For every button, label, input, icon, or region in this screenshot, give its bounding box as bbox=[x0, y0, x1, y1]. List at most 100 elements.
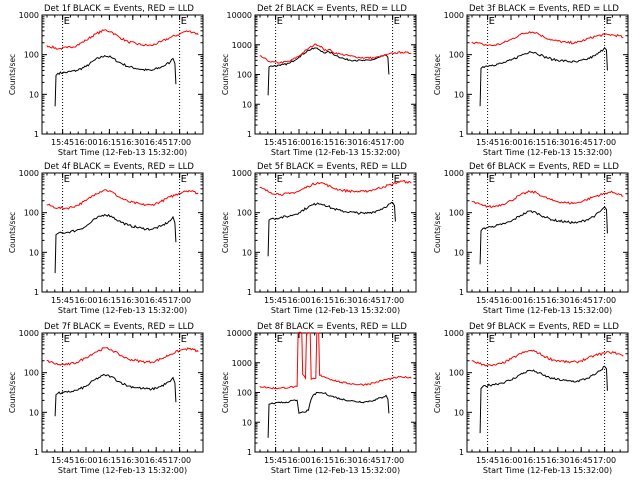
x-tick-label: 16:15 bbox=[311, 456, 334, 465]
x-tick-label: 16:30 bbox=[546, 456, 569, 465]
x-tick-label: 16:45 bbox=[358, 296, 381, 305]
x-tick-label: 16:15 bbox=[98, 456, 121, 465]
event-marker-label: E bbox=[606, 16, 612, 27]
x-tick-label: 16:00 bbox=[287, 456, 310, 465]
y-axis-label: Counts/sec bbox=[8, 372, 17, 413]
y-axis-label: Counts/sec bbox=[433, 372, 442, 413]
event-marker-label: E bbox=[181, 334, 187, 345]
x-tick-label: 16:15 bbox=[98, 296, 121, 305]
x-tick-label: 15:45 bbox=[51, 296, 74, 305]
plot-title: Det 3f BLACK = Events, RED = LLD bbox=[469, 4, 619, 14]
x-axis-label: Start Time (12-Feb-13 15:32:00) bbox=[483, 306, 612, 315]
x-tick-label: 16:00 bbox=[74, 138, 97, 147]
plot-frame bbox=[41, 172, 204, 293]
y-tick-label: 100 bbox=[237, 209, 252, 218]
y-tick-label: 10 bbox=[242, 248, 252, 257]
x-tick-label: 16:00 bbox=[499, 296, 522, 305]
x-axis-label: Start Time (12-Feb-13 15:32:00) bbox=[271, 148, 400, 157]
event-marker-label: E bbox=[181, 16, 187, 27]
y-tick-label: 1 bbox=[459, 130, 464, 139]
x-tick-label: 16:45 bbox=[570, 456, 593, 465]
y-tick-label: 1000 bbox=[232, 359, 252, 368]
event-marker-label: E bbox=[64, 174, 70, 185]
y-tick-label: 1 bbox=[247, 288, 252, 297]
plot-panel-8: Det 8f BLACK = Events, RED = LLD 1 10 100 10… bbox=[221, 322, 417, 475]
lld-series-line bbox=[471, 190, 624, 209]
event-marker-label: E bbox=[181, 174, 187, 185]
y-axis-label: Counts/sec bbox=[433, 212, 442, 253]
x-tick-label: 16:30 bbox=[546, 296, 569, 305]
x-tick-label: 16:00 bbox=[74, 296, 97, 305]
y-tick-label: 1 bbox=[459, 448, 464, 457]
x-tick-label: 16:45 bbox=[358, 456, 381, 465]
x-tick-label: 16:45 bbox=[570, 296, 593, 305]
event-marker-label: E bbox=[64, 334, 70, 345]
x-tick-label: 16:00 bbox=[287, 138, 310, 147]
x-tick-label: 16:30 bbox=[121, 138, 144, 147]
plot-title: Det 1f BLACK = Events, RED = LLD bbox=[44, 4, 194, 14]
y-tick-label: 1000 bbox=[444, 169, 464, 178]
y-tick-label: 100 bbox=[449, 51, 464, 60]
plot-frame bbox=[41, 14, 204, 135]
plot-title: Det 7f BLACK = Events, RED = LLD bbox=[44, 322, 194, 332]
y-tick-label: 1000 bbox=[19, 169, 39, 178]
events-series-line bbox=[479, 206, 608, 265]
events-series-line bbox=[267, 47, 390, 96]
plot-frame bbox=[254, 332, 417, 453]
y-tick-label: 100 bbox=[449, 209, 464, 218]
x-tick-label: 15:45 bbox=[264, 138, 287, 147]
x-tick-label: 17:00 bbox=[593, 456, 616, 465]
x-tick-label: 16:45 bbox=[145, 296, 168, 305]
x-tick-label: 17:00 bbox=[168, 138, 191, 147]
y-tick-label: 1000 bbox=[444, 329, 464, 338]
x-tick-label: 15:45 bbox=[476, 456, 499, 465]
y-tick-label: 1 bbox=[247, 130, 252, 139]
x-tick-label: 16:00 bbox=[287, 296, 310, 305]
x-tick-label: 17:00 bbox=[168, 296, 191, 305]
plot-panel-1: Det 1f BLACK = Events, RED = LLD 1 10 100 10… bbox=[8, 4, 204, 157]
y-axis-label: Counts/sec bbox=[221, 54, 230, 95]
y-tick-label: 1000 bbox=[232, 169, 252, 178]
event-marker-label: E bbox=[394, 334, 400, 345]
plot-title: Det 5f BLACK = Events, RED = LLD bbox=[257, 162, 407, 172]
x-axis-label: Start Time (12-Feb-13 15:32:00) bbox=[58, 306, 187, 315]
y-tick-label: 1 bbox=[459, 288, 464, 297]
x-axis-label: Start Time (12-Feb-13 15:32:00) bbox=[58, 466, 187, 475]
lld-series-line bbox=[46, 347, 199, 366]
y-tick-label: 1000 bbox=[444, 11, 464, 20]
x-tick-label: 15:45 bbox=[264, 296, 287, 305]
x-tick-label: 16:45 bbox=[145, 138, 168, 147]
plot-panel-4: Det 4f BLACK = Events, RED = LLD 1 10 100 10… bbox=[8, 162, 204, 315]
y-tick-label: 10 bbox=[242, 418, 252, 427]
y-tick-label: 10000 bbox=[227, 11, 252, 20]
x-tick-label: 16:30 bbox=[121, 296, 144, 305]
lld-series-line bbox=[259, 43, 412, 64]
x-tick-label: 16:30 bbox=[334, 296, 357, 305]
x-axis-label: Start Time (12-Feb-13 15:32:00) bbox=[271, 466, 400, 475]
plot-frame bbox=[466, 172, 629, 293]
y-tick-label: 1 bbox=[34, 288, 39, 297]
y-tick-label: 10 bbox=[29, 248, 39, 257]
plot-frame bbox=[466, 14, 629, 135]
lld-series-line bbox=[471, 31, 624, 47]
events-series-line bbox=[54, 373, 177, 417]
plot-frame bbox=[254, 14, 417, 135]
event-marker-label: E bbox=[606, 334, 612, 345]
plot-panel-9: Det 9f BLACK = Events, RED = LLD 1 10 100 10… bbox=[433, 322, 629, 475]
event-marker-label: E bbox=[489, 334, 495, 345]
x-tick-label: 16:15 bbox=[523, 138, 546, 147]
y-tick-label: 100 bbox=[24, 209, 39, 218]
plot-title: Det 2f BLACK = Events, RED = LLD bbox=[257, 4, 407, 14]
x-tick-label: 17:00 bbox=[381, 456, 404, 465]
event-marker-label: E bbox=[277, 16, 283, 27]
x-tick-label: 16:15 bbox=[311, 138, 334, 147]
y-tick-label: 10000 bbox=[227, 329, 252, 338]
plot-panel-6: Det 6f BLACK = Events, RED = LLD 1 10 100 10… bbox=[433, 162, 629, 315]
x-tick-label: 16:30 bbox=[546, 138, 569, 147]
plot-title: Det 4f BLACK = Events, RED = LLD bbox=[44, 162, 194, 172]
lld-series-line bbox=[46, 189, 199, 210]
y-tick-label: 10 bbox=[242, 100, 252, 109]
y-axis-label: Counts/sec bbox=[8, 54, 17, 95]
y-tick-label: 1000 bbox=[232, 41, 252, 50]
lld-series-line bbox=[46, 29, 199, 51]
